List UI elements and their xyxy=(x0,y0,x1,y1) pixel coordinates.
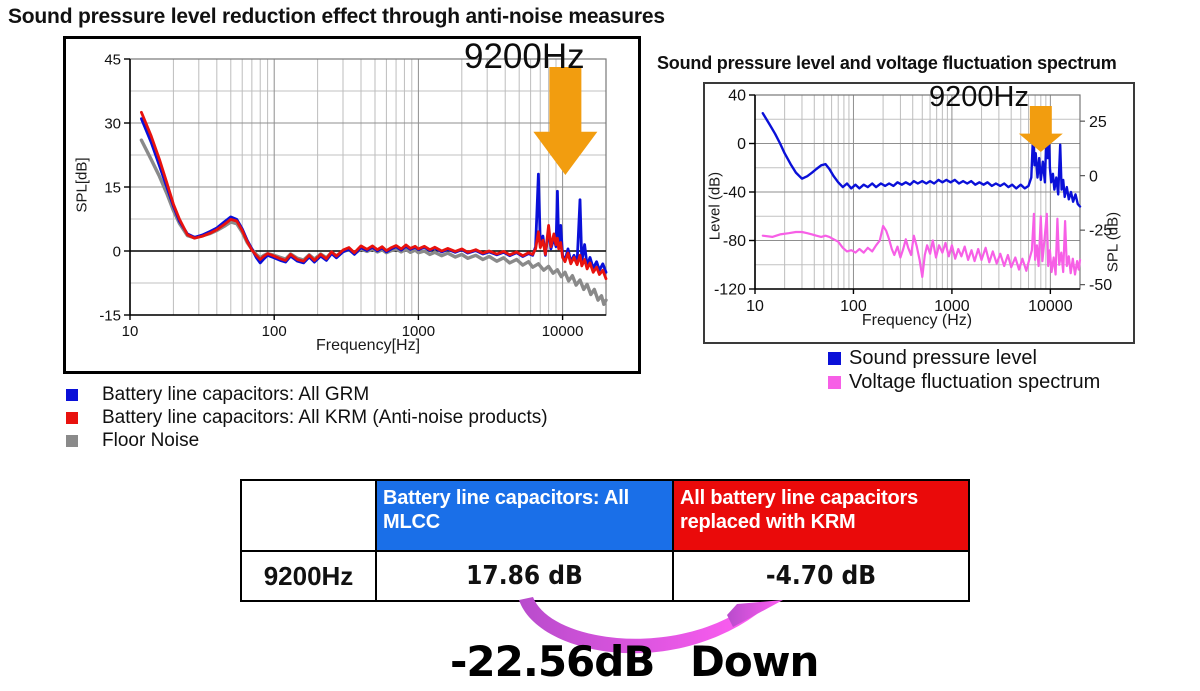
right-chart-left-y-axis-label: Level (dB) xyxy=(706,171,724,241)
svg-text:-25: -25 xyxy=(1089,223,1112,240)
svg-text:1000: 1000 xyxy=(402,323,435,340)
svg-text:15: 15 xyxy=(104,179,121,196)
table-header-krm: All battery line capacitors replaced wit… xyxy=(674,481,968,550)
legend-swatch-gray xyxy=(66,434,78,447)
svg-text:10000: 10000 xyxy=(542,323,584,340)
svg-text:0: 0 xyxy=(1089,168,1098,185)
right-chart-right-y-axis-label: SPL (dB) xyxy=(1104,211,1122,273)
table-row-header-frequency: 9200Hz xyxy=(242,552,375,600)
svg-text:0: 0 xyxy=(737,136,746,153)
svg-text:10: 10 xyxy=(122,323,139,340)
left-chart-x-axis-label: Frequency[Hz] xyxy=(315,337,421,354)
svg-text:40: 40 xyxy=(728,88,746,105)
right-chart-title: Sound pressure level and voltage fluctua… xyxy=(657,53,1117,73)
reduction-swoosh-arrow xyxy=(519,597,783,654)
legend-swatch-pink xyxy=(828,375,841,389)
right-chart-x-axis-label: Frequency (Hz) xyxy=(861,312,973,329)
svg-text:25: 25 xyxy=(1089,114,1107,131)
table-value-krm: -4.70 dB xyxy=(674,552,968,600)
legend-label: Battery line capacitors: All KRM (Anti-n… xyxy=(102,406,548,428)
svg-text:-50: -50 xyxy=(1089,277,1112,294)
svg-text:-40: -40 xyxy=(723,185,746,202)
svg-text:1000: 1000 xyxy=(934,298,970,315)
legend-swatch-blue xyxy=(66,388,78,401)
svg-text:45: 45 xyxy=(104,51,121,68)
legend-label: Floor Noise xyxy=(102,429,200,451)
table-value-mlcc: 17.86 dB xyxy=(377,552,672,600)
right-chart-annotation-9200hz: 9200Hz xyxy=(929,81,1029,113)
reduction-direction-label: Down xyxy=(690,637,819,686)
legend-label: Voltage fluctuation spectrum xyxy=(849,370,1101,393)
spl-reduction-chart: 45 30 15 0 -15 10 100 1000 10000 9200Hz SPL[dB] … xyxy=(63,36,641,374)
reduction-delta-value: -22.56dB xyxy=(450,637,655,686)
svg-text:100: 100 xyxy=(840,298,867,315)
svg-text:-15: -15 xyxy=(99,307,121,324)
left-chart-legend: Battery line capacitors: All GRM Battery… xyxy=(66,383,548,452)
spl-voltage-spectrum-chart: 40 0 -40 -80 -120 25 0 -25 -50 10 100 1000 10000 920… xyxy=(703,81,1135,344)
svg-text:-80: -80 xyxy=(723,233,746,250)
svg-text:10000: 10000 xyxy=(1028,298,1073,315)
svg-text:-120: -120 xyxy=(714,282,746,299)
legend-swatch-red xyxy=(66,411,78,424)
legend-item-sound-pressure: Sound pressure level xyxy=(828,346,1100,370)
svg-text:100: 100 xyxy=(262,323,287,340)
legend-label: Sound pressure level xyxy=(849,346,1037,369)
legend-label: Battery line capacitors: All GRM xyxy=(102,383,370,405)
left-chart-annotation-9200hz: 9200Hz xyxy=(464,37,585,76)
svg-text:30: 30 xyxy=(104,115,121,132)
swoosh-arrowhead xyxy=(727,600,783,627)
svg-text:0: 0 xyxy=(113,243,121,260)
legend-item-voltage-fluctuation: Voltage fluctuation spectrum xyxy=(828,370,1100,394)
table-header-mlcc: Battery line capacitors: All MLCC xyxy=(377,481,672,550)
svg-text:10: 10 xyxy=(746,298,764,315)
right-chart-legend: Sound pressure level Voltage fluctuation… xyxy=(828,346,1100,394)
table-corner-cell xyxy=(242,481,375,550)
comparison-table: Battery line capacitors: All MLCC All ba… xyxy=(240,479,970,602)
legend-swatch-blue xyxy=(828,351,841,365)
spl-voltage-chart-canvas: 40 0 -40 -80 -120 25 0 -25 -50 10 100 1000 10000 xyxy=(714,88,1112,315)
legend-item-grm: Battery line capacitors: All GRM xyxy=(66,383,548,406)
left-chart-y-axis-label: SPL[dB] xyxy=(73,157,91,213)
legend-item-floor-noise: Floor Noise xyxy=(66,429,548,452)
legend-item-krm: Battery line capacitors: All KRM (Anti-n… xyxy=(66,406,548,429)
page-title: Sound pressure level reduction effect th… xyxy=(8,5,665,28)
swoosh-body xyxy=(519,597,757,654)
